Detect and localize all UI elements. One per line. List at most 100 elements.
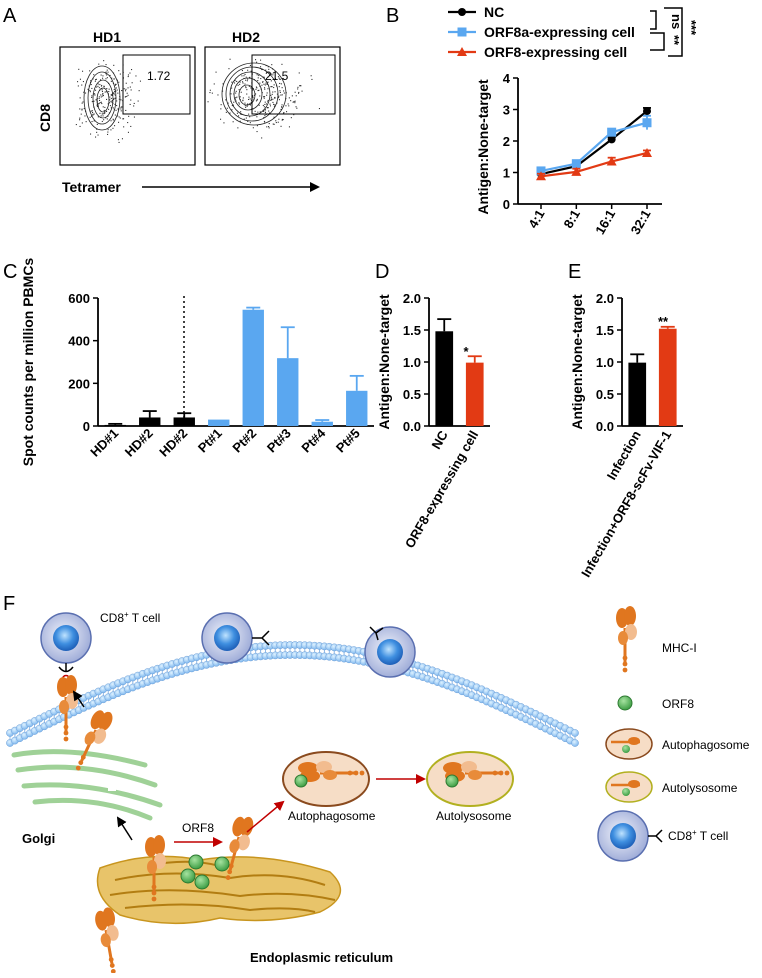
flow-event-dot bbox=[91, 101, 93, 103]
flow-event-dot bbox=[243, 118, 245, 120]
tcr-receptor-1 bbox=[252, 630, 270, 646]
flow-event-dot bbox=[260, 78, 262, 80]
flow-event-dot bbox=[121, 90, 123, 92]
flow-event-dot bbox=[231, 105, 233, 107]
flow-event-dot bbox=[274, 104, 276, 106]
flow-event-dot bbox=[243, 75, 245, 77]
flow-event-dot bbox=[290, 100, 292, 102]
flow-event-dot bbox=[117, 139, 119, 141]
flow-event-dot bbox=[265, 69, 267, 71]
chart-d-bar bbox=[465, 362, 484, 426]
panel-label-f: F bbox=[3, 593, 15, 615]
flow-event-dot bbox=[256, 98, 258, 100]
chart-d-bar bbox=[435, 331, 454, 426]
flow-event-dot bbox=[238, 102, 240, 104]
flow-event-dot bbox=[234, 82, 236, 84]
flow-event-dot bbox=[97, 85, 99, 87]
mhc-er-2 bbox=[91, 904, 128, 977]
flow-event-dot bbox=[270, 99, 272, 101]
flow-event-dot bbox=[268, 68, 270, 70]
flow-event-dot bbox=[98, 63, 100, 65]
legend-autolysosome-label: Autolysosome bbox=[662, 781, 738, 795]
flow-event-dot bbox=[125, 90, 127, 92]
flow-event-dot bbox=[264, 108, 266, 110]
chart-b-legend-marker bbox=[457, 47, 467, 56]
chart-b-point bbox=[642, 118, 652, 128]
flow-event-dot bbox=[100, 101, 102, 103]
flow-event-dot bbox=[263, 117, 265, 119]
cd8-t-cell-free-1 bbox=[201, 612, 253, 664]
arrow-golgi-to-membrane bbox=[72, 690, 85, 708]
flow-event-dot bbox=[294, 102, 296, 104]
flow-event-dot bbox=[106, 74, 108, 76]
flow-event-dot bbox=[127, 122, 129, 124]
orf8-in-autophagosome bbox=[294, 774, 308, 788]
flow-event-dot bbox=[79, 119, 81, 121]
gate-hd1 bbox=[122, 54, 191, 115]
chart-b-point bbox=[607, 127, 617, 137]
flow-event-dot bbox=[269, 103, 271, 105]
chart-c-x-tick-label: Pt#5 bbox=[333, 426, 363, 456]
legend-mhc-icon bbox=[614, 604, 639, 674]
orf8-protein bbox=[194, 874, 210, 890]
flow-event-dot bbox=[266, 94, 268, 96]
flow-event-dot bbox=[92, 113, 94, 115]
flow-event-dot bbox=[99, 99, 101, 101]
flow-event-dot bbox=[245, 76, 247, 78]
autolysosome bbox=[426, 751, 514, 807]
flow-event-dot bbox=[129, 103, 131, 105]
flow-event-dot bbox=[96, 104, 98, 106]
flow-event-dot bbox=[116, 100, 118, 102]
flow-event-dot bbox=[273, 116, 275, 118]
flow-event-dot bbox=[236, 96, 238, 98]
flow-event-dot bbox=[272, 91, 274, 93]
flow-event-dot bbox=[272, 98, 274, 100]
flow-event-dot bbox=[264, 84, 266, 86]
chart-b-legend-label: ORF8-expressing cell bbox=[484, 44, 627, 60]
flow-contours-hd1 bbox=[83, 65, 121, 131]
flow-event-dot bbox=[249, 122, 251, 124]
chart-e-y-tick-label: 1.5 bbox=[596, 323, 614, 338]
chart-b-x-tick-label: 16:1 bbox=[592, 207, 618, 237]
flow-event-dot bbox=[107, 129, 109, 131]
flow-event-dot bbox=[101, 120, 103, 122]
chart-d-y-tick-label: 1.0 bbox=[403, 355, 421, 370]
flow-event-dot bbox=[94, 93, 96, 95]
flow-event-dot bbox=[248, 113, 250, 115]
flow-event-dot bbox=[249, 76, 251, 78]
flow-event-dot bbox=[271, 99, 273, 101]
flow-event-dot bbox=[241, 70, 243, 72]
chart-b-y-tick-label: 3 bbox=[503, 103, 510, 118]
chart-b-series-line bbox=[540, 151, 648, 178]
flow-event-dot bbox=[298, 72, 300, 74]
flow-event-dot bbox=[291, 95, 293, 97]
flow-event-dot bbox=[268, 127, 270, 129]
flow-event-dot bbox=[236, 80, 238, 82]
flow-event-dot bbox=[80, 113, 82, 115]
flow-event-dot bbox=[113, 93, 115, 95]
flow-event-dot bbox=[114, 114, 116, 116]
flow-event-dot bbox=[223, 122, 225, 124]
flow-event-dot bbox=[96, 123, 98, 125]
flow-event-dot bbox=[92, 114, 94, 116]
flow-event-dot bbox=[283, 92, 285, 94]
flow-event-dot bbox=[231, 81, 233, 83]
flow-event-dot bbox=[79, 108, 81, 110]
orf8-protein bbox=[214, 856, 230, 872]
flow-event-dot bbox=[274, 71, 276, 73]
flow-event-dot bbox=[120, 106, 122, 108]
chart-e-bar bbox=[628, 362, 647, 426]
flow-event-dot bbox=[82, 81, 84, 83]
flow-event-dot bbox=[249, 98, 251, 100]
flow-event-dot bbox=[118, 116, 120, 118]
flow-event-dot bbox=[116, 89, 118, 91]
flow-event-dot bbox=[117, 109, 119, 111]
chart-b: 0 1 2 3 4 4:1 8:1 16:1 32:1 Antigen:None-target bbox=[475, 71, 662, 237]
flow-event-dot bbox=[113, 92, 115, 94]
panel-a: HD1 HD2 1.72 21.5 CD8 Tetramer bbox=[37, 29, 341, 195]
flow-event-dot bbox=[97, 105, 99, 107]
flow-event-dot bbox=[220, 108, 222, 110]
flow-plot-hd2 bbox=[204, 46, 341, 166]
flow-event-dot bbox=[82, 101, 84, 103]
flow-event-dot bbox=[280, 83, 282, 85]
